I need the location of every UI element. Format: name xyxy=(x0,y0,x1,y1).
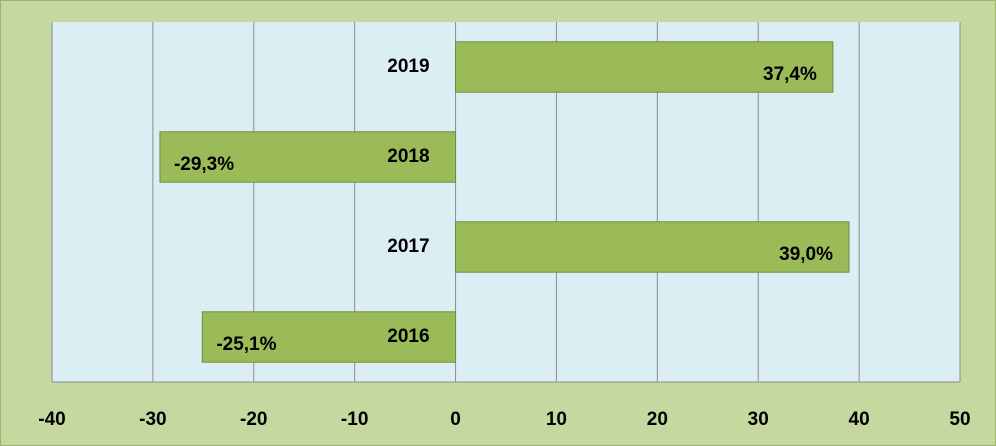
x-tick-label: 10 xyxy=(546,409,567,430)
category-label: 2018 xyxy=(387,146,429,167)
data-label: -29,3% xyxy=(174,154,234,175)
data-label: 37,4% xyxy=(763,64,817,85)
data-label: -25,1% xyxy=(216,334,276,355)
x-tick-label: 0 xyxy=(450,409,461,430)
x-tick-label: 30 xyxy=(748,409,769,430)
x-tick-label: -30 xyxy=(139,409,166,430)
bar xyxy=(201,311,457,363)
x-tick-label: -20 xyxy=(240,409,267,430)
category-label: 2019 xyxy=(387,56,429,77)
category-label: 2016 xyxy=(387,326,429,347)
bar xyxy=(159,131,457,183)
x-tick-label: 20 xyxy=(647,409,668,430)
x-tick-label: 40 xyxy=(849,409,870,430)
x-tick-label: -40 xyxy=(38,409,65,430)
bar xyxy=(455,221,850,273)
data-label: 39,0% xyxy=(779,244,833,265)
category-label: 2017 xyxy=(387,236,429,257)
x-tick-label: 50 xyxy=(949,409,970,430)
x-tick-label: -10 xyxy=(341,409,368,430)
bar xyxy=(455,41,834,93)
